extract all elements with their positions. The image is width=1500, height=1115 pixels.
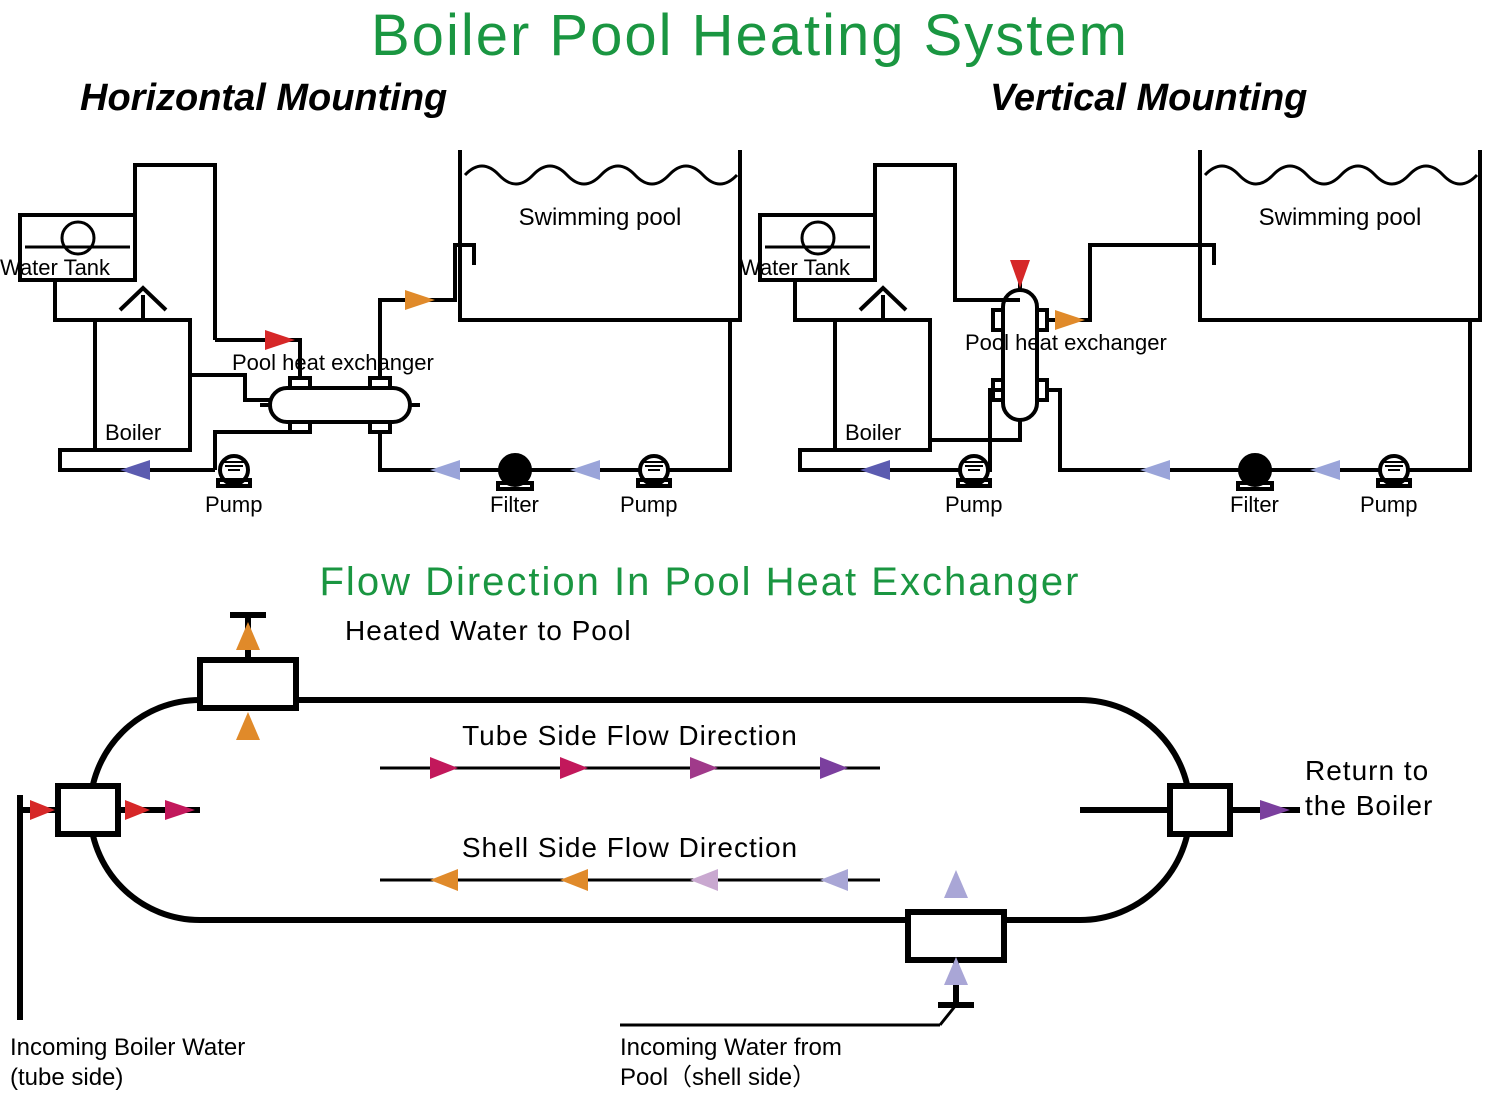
- vertical-schematic: Swimming pool Water Tank Boiler: [740, 150, 1480, 517]
- horizontal-subtitle: Horizontal Mounting: [80, 77, 447, 119]
- shell-arrow-icon: [820, 869, 848, 891]
- heat-exchanger-label-left: Pool heat exchanger: [232, 350, 434, 375]
- pump2-right: Pump: [1360, 456, 1417, 517]
- pump1-label-right: Pump: [945, 492, 1002, 517]
- pump2-label-right: Pump: [1360, 492, 1417, 517]
- incoming-pool-label1: Incoming Water from: [620, 1034, 842, 1061]
- water-tank-label-left: Water Tank: [0, 255, 111, 280]
- tube-arrow-icon: [690, 757, 718, 779]
- water-tank-label-right: Water Tank: [740, 255, 851, 280]
- main-title: Boiler Pool Heating System: [371, 3, 1129, 68]
- return-boiler-label1: Return to: [1305, 755, 1429, 786]
- left-port: [20, 786, 200, 1020]
- pool-label-right: Swimming pool: [1259, 204, 1422, 231]
- tube-side-label: Tube Side Flow Direction: [462, 720, 798, 751]
- diagram-canvas: Boiler Pool Heating System Horizontal Mo…: [0, 0, 1500, 1115]
- top-port: [200, 615, 296, 740]
- boiler-right: Boiler: [835, 288, 930, 450]
- incoming-pool-label2: Pool（shell side）: [620, 1064, 816, 1091]
- hot-arrow-right: [1010, 260, 1030, 288]
- coolin-arrow2-right: [1140, 460, 1170, 480]
- pool-left: Swimming pool: [460, 150, 740, 320]
- shell-arrow-icon: [690, 869, 718, 891]
- flow-exchanger: Heated Water to Pool Return to the Boile…: [20, 615, 1433, 1020]
- purple-arrow-right: [860, 460, 890, 480]
- heat-exchanger-label-right: Pool heat exchanger: [965, 330, 1167, 355]
- bottom-port: [908, 870, 1004, 1005]
- tube-arrow-icon: [560, 757, 588, 779]
- right-port: [1080, 786, 1300, 834]
- pool-right: Swimming pool: [1200, 150, 1480, 320]
- coolin-arrow1-left: [570, 460, 600, 480]
- pump2-label-left: Pump: [620, 492, 677, 517]
- boiler-label-right: Boiler: [845, 420, 901, 445]
- orange-arrow-right: [1055, 310, 1085, 330]
- shell-arrow-icon: [560, 869, 588, 891]
- purple-arrow-left: [120, 460, 150, 480]
- heat-exchanger-left: Pool heat exchanger: [232, 350, 434, 432]
- coolin-arrow2-left: [430, 460, 460, 480]
- shell-arrow-icon: [430, 869, 458, 891]
- heated-to-pool-label: Heated Water to Pool: [345, 615, 632, 646]
- incoming-boiler-label1: Incoming Boiler Water: [10, 1034, 245, 1061]
- filter-label-left: Filter: [490, 492, 539, 517]
- filter-right: Filter: [1230, 455, 1279, 517]
- boiler-left: Boiler: [95, 288, 190, 450]
- boiler-label-left: Boiler: [105, 420, 161, 445]
- water-tank-right: Water Tank: [740, 215, 875, 320]
- pool-label-left: Swimming pool: [519, 204, 682, 231]
- shell-side-label: Shell Side Flow Direction: [462, 832, 798, 863]
- incoming-boiler-label2: (tube side): [10, 1064, 123, 1091]
- horizontal-schematic: Swimming pool Water Tank Boiler: [0, 150, 740, 517]
- vertical-subtitle: Vertical Mounting: [990, 77, 1307, 119]
- flow-section-title: Flow Direction In Pool Heat Exchanger: [320, 560, 1081, 604]
- tube-arrow-icon: [430, 757, 458, 779]
- tube-arrow-icon: [820, 757, 848, 779]
- water-tank-left: Water Tank: [0, 215, 135, 320]
- return-boiler-label2: the Boiler: [1305, 790, 1433, 821]
- pump1-right: Pump: [945, 456, 1002, 517]
- filter-left: Filter: [490, 455, 539, 517]
- coolin-arrow1-right: [1310, 460, 1340, 480]
- pump2-left: Pump: [620, 456, 677, 517]
- hot-arrow-left: [265, 330, 295, 350]
- orange-arrow-left: [405, 290, 435, 310]
- heat-exchanger-right: Pool heat exchanger: [965, 280, 1167, 430]
- filter-label-right: Filter: [1230, 492, 1279, 517]
- pump1-label-left: Pump: [205, 492, 262, 517]
